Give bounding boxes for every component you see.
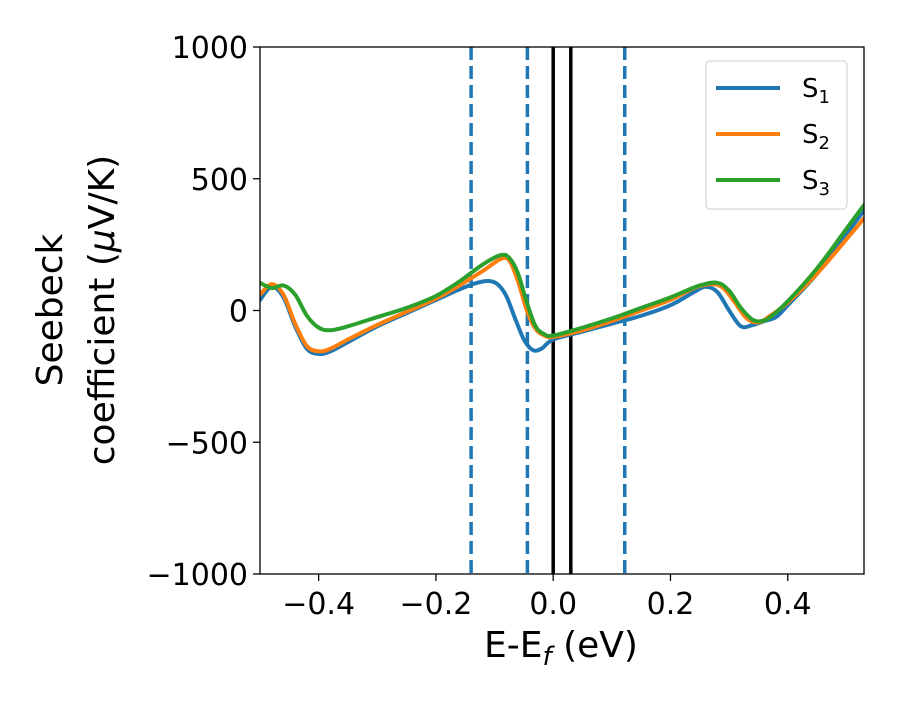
legend-label-s2-sub: 2 [819,133,830,154]
x-tick-label: 0.4 [764,587,812,622]
y-tick-label: −1000 [147,558,248,593]
y-axis-title-line2: coefficient (μV/K) [82,155,123,465]
legend-label-s2-main: S [802,120,819,150]
y-axis-title: Seebeck coefficient (μV/K) [30,155,123,465]
y-axis-title-line1: Seebeck [30,233,71,386]
series-line-s3 [260,203,864,339]
y-tick-label: 1000 [172,31,248,66]
x-axis-title-main: E-E [484,625,542,666]
y-axis-title-mu: μ [82,229,123,253]
legend-label-s1: S1 [802,74,830,108]
series-lines [260,203,864,357]
series-line-s1 [260,208,864,357]
x-axis-title: E-Ef (eV) [484,625,638,672]
x-axis-ticks: −0.4 −0.2 0.0 0.2 0.4 [282,574,812,622]
legend-label-s1-main: S [802,74,819,104]
legend-label-s3: S3 [802,166,830,200]
y-tick-label: −500 [166,426,248,461]
legend: S1 S2 S3 [705,60,848,210]
legend-label-s1-sub: 1 [819,87,830,108]
legend-label-s3-main: S [802,166,819,196]
x-tick-label: −0.2 [399,587,472,622]
y-axis-title-prefix: coefficient ( [82,252,123,465]
x-tick-label: 0.0 [529,587,577,622]
y-tick-label: 0 [229,295,248,330]
legend-label-s2: S2 [802,120,830,154]
y-tick-label: 500 [191,163,248,198]
x-tick-label: −0.4 [282,587,355,622]
legend-label-s3-sub: 3 [819,179,830,200]
y-axis-title-suffix: V/K) [82,155,123,229]
y-axis-ticks: 1000 500 0 −500 −1000 [147,31,260,593]
vertical-reference-lines [469,47,627,574]
x-tick-label: 0.2 [647,587,695,622]
x-axis-title-unit: (eV) [552,625,638,666]
